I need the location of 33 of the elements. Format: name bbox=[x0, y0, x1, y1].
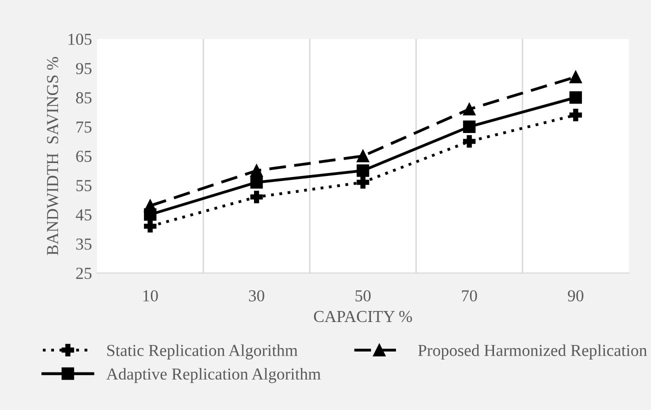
point bbox=[356, 150, 370, 162]
point bbox=[356, 164, 370, 177]
point bbox=[463, 102, 476, 116]
x-tick-label: 30 bbox=[249, 290, 264, 302]
point bbox=[463, 120, 476, 133]
y-tick-label: 45 bbox=[76, 209, 92, 220]
point bbox=[569, 70, 582, 84]
y-tick-label: 65 bbox=[76, 150, 92, 162]
point bbox=[569, 108, 582, 122]
y-tick-label: 55 bbox=[76, 180, 92, 192]
legend-label: Static Replication Algorithm bbox=[107, 344, 298, 360]
y-tick-label: 95 bbox=[76, 62, 92, 74]
x-tick-label: 70 bbox=[462, 290, 478, 302]
point bbox=[250, 176, 263, 189]
x-tick-label: 90 bbox=[568, 290, 584, 302]
y-tick-label: 25 bbox=[76, 268, 92, 280]
y-tick-label: 75 bbox=[76, 122, 92, 133]
x-tick-label: 50 bbox=[356, 290, 371, 302]
x-tick-label: 10 bbox=[143, 290, 158, 302]
point bbox=[144, 200, 156, 212]
point bbox=[250, 190, 263, 204]
y-tick-label: 85 bbox=[76, 92, 92, 104]
legend-label: Proposed Harmonized Replication bbox=[418, 344, 647, 360]
point bbox=[356, 176, 370, 189]
y-tick-label: 105 bbox=[68, 34, 92, 45]
y-axis-title: BANDWIDTH SAVINGS % bbox=[46, 56, 58, 256]
legend-label: Adaptive Replication Algorithm bbox=[106, 368, 321, 384]
point bbox=[250, 164, 263, 177]
point bbox=[144, 220, 156, 232]
x-axis-title: CAPACITY % bbox=[314, 310, 412, 322]
point bbox=[463, 135, 476, 148]
point bbox=[569, 91, 582, 104]
y-tick-label: 35 bbox=[76, 238, 92, 250]
